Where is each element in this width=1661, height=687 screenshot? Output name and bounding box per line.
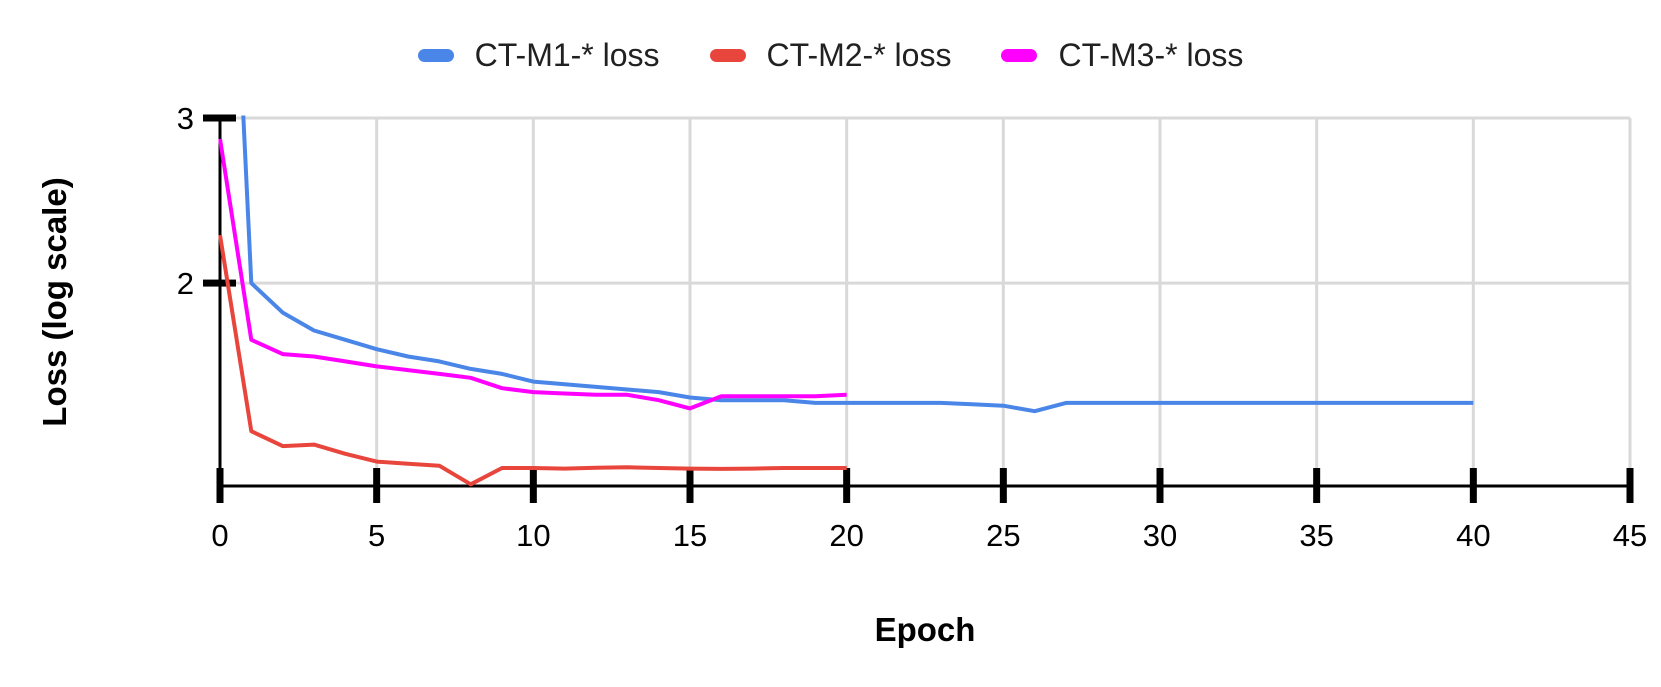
y-tick-3 [203, 114, 236, 122]
x-tick-label-0: 0 [211, 518, 228, 553]
legend-item-CT-M2-*: CT-M2-* loss [709, 36, 952, 74]
series-line-CT-M1-* [241, 115, 1474, 414]
x-tick-label-25: 25 [986, 518, 1020, 553]
x-tick-0 [216, 468, 224, 503]
x-tick-5 [373, 468, 381, 503]
x-tick-label-15: 15 [673, 518, 707, 553]
x-tick-35 [1313, 468, 1321, 503]
x-tick-label-35: 35 [1299, 518, 1333, 553]
x-tick-label-30: 30 [1143, 518, 1177, 553]
x-tick-label-5: 5 [368, 518, 385, 553]
legend-label: CT-M3-* loss [1058, 36, 1244, 73]
legend-label: CT-M2-* loss [766, 36, 952, 73]
x-tick-30 [1156, 468, 1164, 503]
series-line-CT-M3-* [218, 138, 847, 411]
series-line-CT-M2-* [218, 234, 847, 487]
legend-swatch-icon [417, 48, 454, 62]
x-tick-20 [843, 468, 851, 503]
legend-swatch-icon [1001, 48, 1038, 62]
chart-legend: CT-M1-* loss CT-M2-* loss CT-M3-* loss [0, 33, 1661, 77]
y-tick-label-2: 2 [177, 266, 194, 301]
x-tick-15 [686, 468, 694, 503]
x-tick-40 [1469, 468, 1477, 503]
legend-item-CT-M3-*: CT-M3-* loss [1001, 37, 1243, 74]
legend-label: CT-M1-* loss [474, 36, 660, 73]
x-tick-label-40: 40 [1456, 518, 1490, 553]
x-tick-25 [999, 468, 1007, 503]
y-tick-label-3: 3 [177, 101, 194, 136]
legend-swatch-icon [709, 48, 746, 62]
y-axis-title: Loss (log scale) [36, 177, 73, 427]
x-tick-10 [529, 468, 537, 503]
x-tick-label-10: 10 [516, 518, 550, 553]
x-tick-label-20: 20 [829, 518, 863, 553]
legend-item-CT-M1-*: CT-M1-* loss [417, 36, 660, 74]
x-tick-45 [1626, 468, 1634, 503]
x-tick-label-45: 45 [1613, 518, 1647, 553]
x-axis-title: Epoch [874, 611, 976, 648]
y-tick-2 [203, 279, 236, 287]
